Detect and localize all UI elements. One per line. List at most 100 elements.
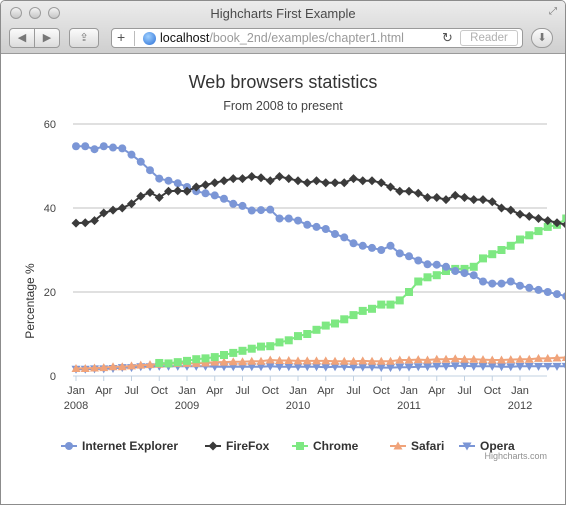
data-point[interactable]: [265, 362, 275, 371]
data-point[interactable]: [469, 362, 479, 371]
data-point[interactable]: [136, 360, 146, 369]
data-point[interactable]: [506, 355, 516, 364]
data-point[interactable]: [136, 157, 145, 166]
data-point[interactable]: [192, 355, 201, 364]
legend-item[interactable]: Chrome: [292, 439, 359, 453]
data-point[interactable]: [358, 356, 368, 365]
data-point[interactable]: [312, 176, 321, 186]
data-point[interactable]: [219, 357, 229, 366]
data-point[interactable]: [349, 356, 358, 365]
data-point[interactable]: [321, 225, 330, 233]
data-point[interactable]: [487, 355, 497, 364]
data-point[interactable]: [303, 330, 312, 338]
data-point[interactable]: [146, 166, 154, 175]
data-point[interactable]: [450, 354, 460, 363]
data-point[interactable]: [368, 243, 376, 252]
data-point[interactable]: [321, 363, 331, 372]
data-point[interactable]: [330, 356, 340, 365]
data-point[interactable]: [321, 321, 330, 330]
data-point[interactable]: [367, 356, 377, 365]
data-point[interactable]: [543, 288, 552, 296]
data-point[interactable]: [543, 216, 553, 226]
data-point[interactable]: [229, 199, 238, 208]
data-point[interactable]: [284, 355, 294, 364]
data-point[interactable]: [441, 195, 451, 205]
data-point[interactable]: [404, 363, 414, 372]
data-point[interactable]: [469, 271, 478, 280]
data-point[interactable]: [386, 300, 395, 309]
data-point[interactable]: [99, 363, 109, 372]
data-point[interactable]: [164, 359, 173, 368]
data-point[interactable]: [451, 267, 460, 275]
data-point[interactable]: [534, 362, 543, 371]
data-point[interactable]: [164, 176, 173, 185]
data-point[interactable]: [524, 362, 534, 371]
legend-marker[interactable]: [208, 441, 218, 451]
data-point[interactable]: [228, 363, 238, 372]
data-point[interactable]: [469, 262, 478, 271]
data-point[interactable]: [247, 356, 257, 365]
data-point[interactable]: [442, 262, 450, 271]
data-point[interactable]: [349, 311, 358, 320]
data-point[interactable]: [561, 353, 565, 362]
data-point[interactable]: [561, 362, 565, 371]
data-point[interactable]: [432, 354, 442, 363]
data-point[interactable]: [525, 283, 534, 292]
data-point[interactable]: [525, 231, 534, 240]
data-point[interactable]: [497, 279, 506, 288]
data-point[interactable]: [543, 353, 553, 362]
data-point[interactable]: [460, 362, 469, 371]
data-point[interactable]: [506, 205, 516, 215]
data-point[interactable]: [450, 190, 460, 200]
data-point[interactable]: [155, 174, 164, 183]
data-point[interactable]: [155, 358, 164, 367]
legend-marker[interactable]: [65, 442, 73, 450]
data-point[interactable]: [395, 363, 405, 372]
data-point[interactable]: [367, 176, 377, 186]
data-point[interactable]: [413, 188, 423, 198]
data-point[interactable]: [294, 332, 302, 341]
data-point[interactable]: [293, 356, 303, 365]
data-point[interactable]: [201, 354, 210, 363]
data-point[interactable]: [562, 214, 565, 223]
data-point[interactable]: [238, 357, 247, 366]
data-point[interactable]: [432, 260, 441, 269]
data-point[interactable]: [154, 193, 164, 202]
legend-marker[interactable]: [462, 442, 472, 451]
data-point[interactable]: [543, 222, 552, 231]
data-point[interactable]: [81, 142, 90, 151]
data-point[interactable]: [377, 300, 386, 309]
reload-icon[interactable]: ↻: [442, 30, 453, 45]
data-point[interactable]: [487, 362, 497, 371]
data-point[interactable]: [368, 304, 376, 313]
data-point[interactable]: [450, 362, 460, 371]
data-point[interactable]: [395, 186, 405, 196]
data-point[interactable]: [257, 342, 265, 351]
data-point[interactable]: [386, 241, 395, 250]
data-point[interactable]: [331, 319, 339, 328]
data-point[interactable]: [349, 239, 358, 248]
add-bookmark-icon[interactable]: +: [117, 29, 126, 45]
data-point[interactable]: [118, 144, 127, 153]
data-point[interactable]: [294, 216, 302, 225]
data-point[interactable]: [247, 344, 256, 353]
downloads-button[interactable]: ⬇: [531, 28, 553, 48]
data-point[interactable]: [534, 214, 543, 223]
forward-button[interactable]: ▶: [34, 28, 60, 48]
legend-item[interactable]: Opera: [459, 439, 515, 453]
data-point[interactable]: [516, 235, 524, 244]
series-firefox[interactable]: [71, 172, 566, 229]
data-point[interactable]: [266, 342, 275, 351]
data-point[interactable]: [275, 355, 284, 364]
data-point[interactable]: [302, 363, 312, 372]
legend-item[interactable]: FireFox: [205, 439, 270, 453]
data-point[interactable]: [275, 214, 284, 223]
data-point[interactable]: [330, 363, 340, 372]
series-line[interactable]: [159, 218, 565, 365]
data-point[interactable]: [469, 195, 479, 205]
data-point[interactable]: [478, 195, 488, 205]
data-point[interactable]: [173, 186, 183, 196]
data-point[interactable]: [275, 172, 284, 181]
data-point[interactable]: [247, 206, 256, 215]
data-point[interactable]: [117, 203, 127, 213]
